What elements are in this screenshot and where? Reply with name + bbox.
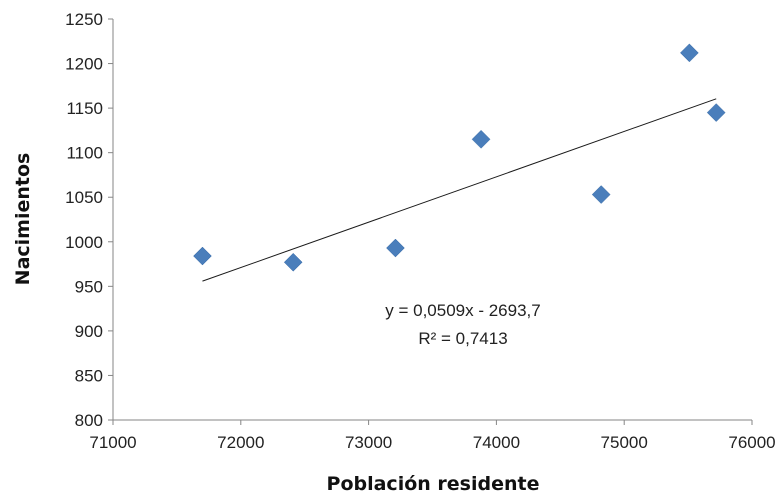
x-tick-label: 72000: [217, 433, 264, 452]
y-tick-label: 800: [75, 411, 103, 430]
y-axis-title: Nacimientos: [12, 153, 34, 286]
axes: [112, 19, 752, 421]
trendline-equation: y = 0,0509x - 2693,7: [385, 301, 540, 320]
y-tick-label: 1100: [66, 144, 103, 163]
data-point: [386, 238, 405, 258]
y-tick-label: 1250: [65, 10, 103, 29]
data-point: [471, 129, 491, 149]
x-axis-title: Población residente: [327, 473, 540, 495]
y-tick-label: 950: [75, 277, 103, 296]
x-tick-label: 73000: [345, 433, 392, 452]
y-tick-label: 850: [75, 366, 103, 385]
data-points: [193, 43, 726, 272]
data-point: [193, 246, 212, 266]
y-tick-label: 900: [75, 322, 103, 341]
y-tick-labels: 800 850 900 950 1000 1050 1100 1150 1200 1250: [65, 10, 113, 430]
x-tick-label: 71000: [89, 433, 136, 452]
trendline: [202, 98, 717, 282]
r-squared-label: R² = 0,7413: [418, 329, 507, 348]
data-point: [591, 185, 611, 204]
data-point: [706, 103, 726, 122]
x-tick-label: 75000: [601, 433, 648, 452]
y-tick-label: 1000: [65, 233, 103, 252]
y-tick-label: 1050: [65, 188, 103, 207]
y-tick-label: 1150: [66, 99, 103, 118]
y-tick-label: 1200: [65, 55, 103, 74]
x-tick-labels: 71000 72000 73000 74000 75000 76000: [89, 420, 776, 452]
x-tick-label: 74000: [473, 433, 520, 452]
x-tick-label: 76000: [728, 433, 775, 452]
data-point: [680, 43, 699, 63]
data-point: [283, 252, 303, 272]
